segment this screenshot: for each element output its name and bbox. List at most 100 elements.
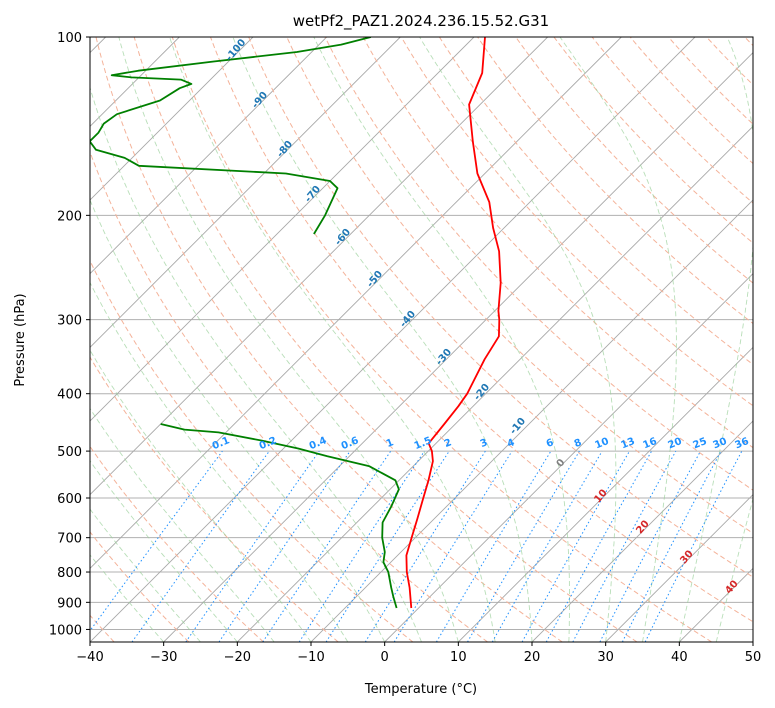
x-tick-label: −20: [224, 650, 251, 665]
mixing-ratio-label: 3: [479, 437, 490, 450]
chart-title: wetPf2_PAZ1.2024.236.15.52.G31: [293, 12, 549, 31]
mixing-ratio-label: 20: [667, 436, 684, 451]
isotherm--20: [237, 125, 753, 642]
dry-adiabat: [210, 37, 753, 623]
mixing-ratio-label: 16: [642, 436, 659, 451]
y-tick-label: 900: [57, 596, 82, 611]
y-tick-label: 800: [57, 566, 82, 581]
x-tick-label: 50: [745, 650, 762, 665]
mixing-ratio-line: [90, 450, 223, 632]
moist-adiabat: [169, 37, 496, 642]
mixing-ratio-label: 30: [712, 436, 729, 451]
isotherm-20: [531, 420, 753, 642]
y-tick-label: 300: [57, 314, 82, 329]
mixing-ratio-label: 2: [443, 437, 454, 450]
mixing-ratio-line: [467, 450, 580, 642]
moist-adiabat: [118, 37, 459, 642]
mixing-ratio-line: [521, 450, 630, 642]
x-tick-label: 10: [450, 650, 467, 665]
x-tick-label: −40: [76, 650, 103, 665]
mixing-ratio-label: 8: [573, 437, 584, 450]
mixing-ratio-label: 1: [385, 437, 396, 450]
dry-adiabat: [171, 37, 712, 642]
isotherm--100: [90, 37, 254, 201]
mixing-ratio-line: [393, 450, 513, 642]
background-lines: [90, 37, 753, 642]
moist-adiabat: [678, 37, 753, 642]
moist-adiabat: [90, 85, 422, 642]
moist-adiabat: [90, 198, 386, 642]
moist-adiabat: [90, 349, 312, 642]
dry-adiabat: [133, 37, 638, 642]
mixing-ratio-label: 4: [506, 437, 517, 450]
y-tick-label: 200: [57, 209, 82, 224]
moist-adiabat: [715, 496, 753, 642]
x-axis: −40 −30 −20 −10 0 10 20 30 40 50: [76, 642, 761, 665]
mixing-ratio-line: [185, 450, 320, 642]
mixing-ratio-line: [545, 450, 653, 642]
profile-line-2: [90, 37, 372, 235]
dry-adiabat: [90, 531, 190, 642]
dry-adiabat: [438, 37, 753, 366]
mixing-ratio-line: [572, 450, 677, 642]
y-tick-label: 600: [57, 492, 82, 507]
x-tick-label: 0: [381, 650, 389, 665]
dry-adiabat: [248, 37, 753, 578]
isotherm-10: [458, 346, 753, 642]
moist-adiabat: [90, 281, 349, 642]
isotherm--30: [163, 52, 753, 642]
isotherm--50: [90, 37, 622, 569]
mixing-ratio-line: [435, 450, 552, 642]
isotherm--80: [90, 37, 401, 348]
isotherm--60: [90, 37, 548, 496]
moist-adiabat: [559, 37, 677, 642]
moist-adiabat: [90, 508, 201, 642]
y-tick-label: 700: [57, 532, 82, 547]
x-tick-label: 30: [597, 650, 614, 665]
moist-adiabat: [90, 407, 275, 642]
moist-adiabat: [90, 460, 238, 642]
mixing-ratio-line: [218, 450, 351, 642]
profile-series: [90, 37, 502, 609]
y-tick-label: 400: [57, 388, 82, 403]
mixing-ratio-line: [364, 450, 486, 642]
y-tick-label: 500: [57, 445, 82, 460]
mixing-ratio-label: 36: [734, 436, 751, 451]
dry-adiabat: [324, 37, 753, 491]
profile-line-0: [405, 37, 502, 609]
mixing-ratio-line: [491, 450, 603, 642]
isotherm--40: [90, 37, 696, 642]
mixing-ratio-lines: [90, 450, 743, 642]
dry-adiabat: [286, 37, 753, 534]
y-axis-label: Pressure (hPa): [13, 293, 28, 386]
profile-line-1: [160, 423, 400, 609]
isotherm--70: [90, 37, 475, 422]
dry-adiabat: [400, 37, 753, 407]
mixing-ratio-label: 13: [620, 436, 637, 451]
dry-adiabat: [90, 259, 414, 642]
dry-adiabat: [95, 37, 563, 642]
x-axis-label: Temperature (°C): [364, 682, 477, 697]
x-tick-label: −10: [297, 650, 324, 665]
mixing-ratio-label: 25: [692, 436, 709, 451]
isotherm-0: [384, 273, 753, 642]
isotherm--90: [90, 37, 327, 275]
dry-adiabat: [90, 150, 488, 642]
x-tick-label: 20: [524, 650, 541, 665]
moist-adiabat: [419, 37, 617, 642]
moist-adiabat: [313, 37, 570, 642]
mixing-ratio-label: 10: [594, 436, 611, 451]
dry-adiabat: [362, 37, 753, 449]
dry-adiabat: [477, 37, 753, 325]
y-tick-label: 1000: [49, 623, 82, 638]
isotherm-30: [605, 494, 753, 642]
mixing-ratio-label: 6: [545, 437, 556, 450]
x-tick-label: −30: [150, 650, 177, 665]
plot-frame: [89, 36, 754, 643]
x-tick-label: 40: [671, 650, 688, 665]
y-tick-label: 100: [57, 31, 82, 46]
dry-adiabat: [591, 37, 753, 204]
y-axis: 100 200 300 400 500 600 700 800 900 1000: [49, 31, 90, 638]
